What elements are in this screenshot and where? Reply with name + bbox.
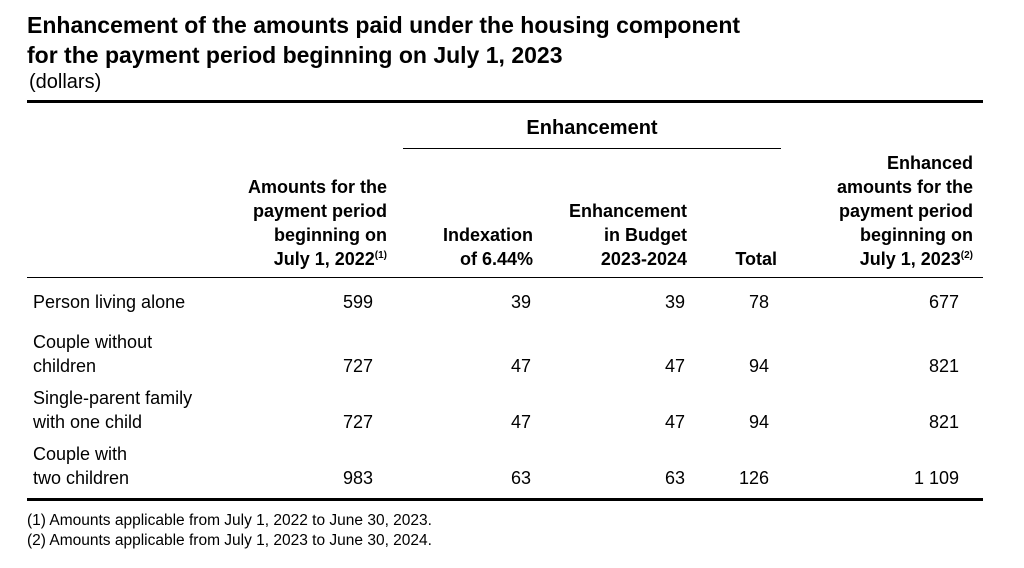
title-line-2: for the payment period beginning on July… — [27, 42, 563, 68]
table-document: Enhancement of the amounts paid under th… — [27, 10, 983, 551]
table-row: Person living alone 599 39 39 78 677 — [27, 278, 983, 326]
cell-amount-2023: 821 — [928, 356, 959, 376]
cell-indexation: 47 — [510, 356, 531, 376]
cell-budget: 47 — [664, 412, 685, 432]
row-label: Couple with two children — [33, 444, 130, 488]
col-header-amount-2022: Amounts for the payment period beginning… — [248, 177, 387, 269]
table-title: Enhancement of the amounts paid under th… — [27, 10, 983, 70]
table-row: Couple with two children 983 63 63 126 1 … — [27, 438, 983, 494]
housing-table: Enhancement Amounts for the payment peri… — [27, 103, 983, 494]
cell-budget: 47 — [664, 356, 685, 376]
col-header-amount-2023: Enhanced amounts for the payment period … — [836, 153, 973, 269]
cell-total: 78 — [748, 292, 769, 312]
cell-amount-2023: 1 109 — [913, 468, 959, 488]
unit-label: (dollars) — [29, 71, 102, 93]
col-header-budget: Enhancement in Budget 2023-2024 — [568, 201, 687, 269]
table-row: Single-parent family with one child 727 4… — [27, 382, 983, 438]
group-header-enhancement: Enhancement — [526, 117, 658, 139]
footnote-ref-1: (1) — [374, 250, 387, 261]
cell-amount-2022: 599 — [342, 292, 373, 312]
col-header-indexation: Indexation of 6.44% — [442, 225, 533, 269]
footnote-ref-2: (2) — [960, 250, 973, 261]
cell-amount-2023: 677 — [928, 292, 959, 312]
cell-amount-2022: 727 — [342, 412, 373, 432]
row-label: Couple without children — [33, 332, 153, 376]
cell-total: 94 — [748, 412, 769, 432]
title-line-1: Enhancement of the amounts paid under th… — [27, 12, 741, 38]
footnote-2: (2) Amounts applicable from July 1, 2023… — [27, 532, 432, 549]
group-header-underline — [403, 147, 781, 149]
table-row: Couple without children 727 47 47 94 821 — [27, 326, 983, 382]
cell-amount-2022: 983 — [342, 468, 373, 488]
cell-indexation: 47 — [510, 412, 531, 432]
cell-total: 126 — [738, 468, 769, 488]
cell-budget: 63 — [664, 468, 685, 488]
footnotes: (1) Amounts applicable from July 1, 2022… — [27, 511, 983, 551]
header-rule — [27, 277, 983, 278]
cell-indexation: 63 — [510, 468, 531, 488]
top-rule — [27, 100, 983, 103]
cell-amount-2022: 727 — [342, 356, 373, 376]
bottom-rule — [27, 498, 983, 501]
row-label: Person living alone — [33, 292, 186, 312]
cell-amount-2023: 821 — [928, 412, 959, 432]
row-label: Single-parent family with one child — [33, 388, 193, 432]
cell-budget: 39 — [664, 292, 685, 312]
cell-total: 94 — [748, 356, 769, 376]
col-header-total: Total — [735, 249, 777, 269]
footnote-1: (1) Amounts applicable from July 1, 2022… — [27, 512, 432, 529]
cell-indexation: 39 — [510, 292, 531, 312]
